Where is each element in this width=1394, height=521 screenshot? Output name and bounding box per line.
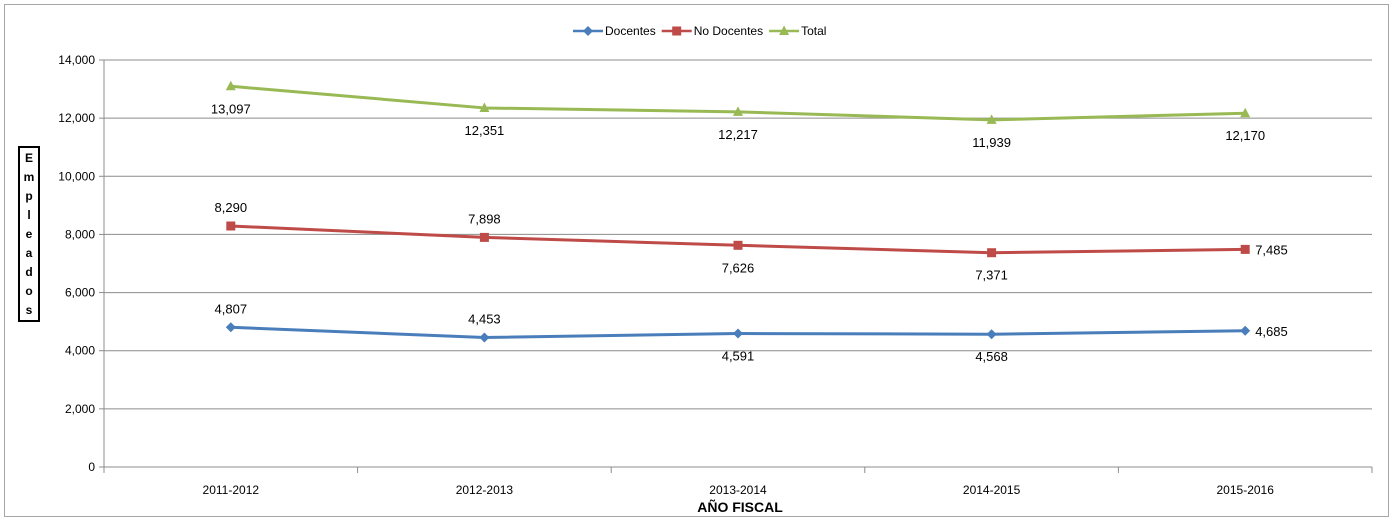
data-label-total: 11,939 (972, 135, 1011, 150)
x-tick-label: 2015-2016 (1217, 483, 1275, 497)
data-labels: 4,807 4,453 4,591 4,568 4,685 8,290 7,898 7,626… (211, 101, 1288, 364)
data-point-docentes (479, 332, 490, 343)
data-point-total (1240, 107, 1251, 118)
y-axis-title-letter: e (25, 226, 33, 241)
y-tick-label: 8,000 (65, 227, 95, 241)
x-axis-title: AÑO FISCAL (697, 498, 783, 515)
data-point-no-docentes (479, 232, 489, 242)
data-point-docentes (986, 329, 997, 340)
data-point-total (479, 102, 490, 112)
data-point-total (225, 80, 236, 91)
data-point-no-docentes (226, 221, 236, 231)
data-label-total: 13,097 (211, 101, 251, 116)
x-tick-label: 2011-2012 (203, 483, 260, 497)
data-label-total: 12,351 (465, 123, 505, 138)
data-label-no-docentes: 7,485 (1255, 242, 1288, 257)
data-point-total (986, 114, 997, 124)
legend-entry-total: Total (801, 24, 826, 38)
x-tick-label: 2013-2014 (709, 483, 767, 497)
data-label-no-docentes: 7,898 (468, 211, 501, 226)
data-point-docentes (225, 322, 236, 333)
legend-marker-total (779, 25, 790, 35)
y-axis-title-letter: d (25, 264, 33, 279)
data-label-total: 12,217 (718, 127, 758, 142)
data-label-docentes: 4,453 (468, 312, 501, 327)
gridlines (104, 59, 1372, 410)
y-tick-label: 14,000 (58, 53, 95, 67)
x-tick-label: 2012-2013 (456, 483, 514, 497)
y-axis-title-letter: p (25, 188, 33, 203)
data-label-no-docentes: 7,371 (975, 268, 1008, 283)
y-axis-title-letter: m (23, 169, 35, 184)
legend-marker-docentes (583, 26, 593, 36)
y-tick-label: 4,000 (65, 344, 95, 358)
y-tick-label: 12,000 (58, 111, 95, 125)
y-axis-title-letter: o (25, 283, 33, 298)
data-point-total (733, 106, 743, 116)
data-label-docentes: 4,685 (1255, 324, 1288, 339)
y-axis-title-letter: E (24, 150, 33, 165)
legend: Docentes No Docentes Total (573, 24, 826, 38)
data-label-docentes: 4,568 (975, 349, 1008, 364)
x-tick-label: 2014-2015 (963, 483, 1021, 497)
y-tick-label: 0 (88, 460, 95, 474)
legend-entry-no-docentes: No Docentes (694, 24, 763, 38)
legend-entry-docentes: Docentes (605, 24, 656, 38)
axes: 0 2,000 4,000 6,000 8,000 10,000 12,000 14,000 2… (58, 53, 1373, 497)
y-axis-title-letter: s (25, 302, 33, 317)
data-point-no-docentes (1240, 244, 1250, 254)
legend-marker-no-docentes (672, 26, 682, 36)
data-label-total: 12,170 (1225, 128, 1265, 143)
y-tick-label: 2,000 (65, 402, 95, 416)
data-point-no-docentes (733, 240, 743, 250)
data-point-no-docentes (987, 248, 997, 258)
data-point-docentes (1240, 325, 1251, 336)
data-label-no-docentes: 8,290 (215, 200, 248, 215)
data-point-docentes (733, 328, 743, 339)
y-axis-title-letter: a (25, 245, 33, 260)
series (225, 80, 1251, 343)
data-label-docentes: 4,591 (722, 349, 755, 364)
y-axis-title-letter: l (27, 207, 31, 222)
y-tick-label: 10,000 (58, 169, 95, 183)
y-tick-label: 6,000 (65, 286, 95, 300)
data-label-docentes: 4,807 (215, 301, 248, 316)
data-label-no-docentes: 7,626 (722, 260, 755, 275)
